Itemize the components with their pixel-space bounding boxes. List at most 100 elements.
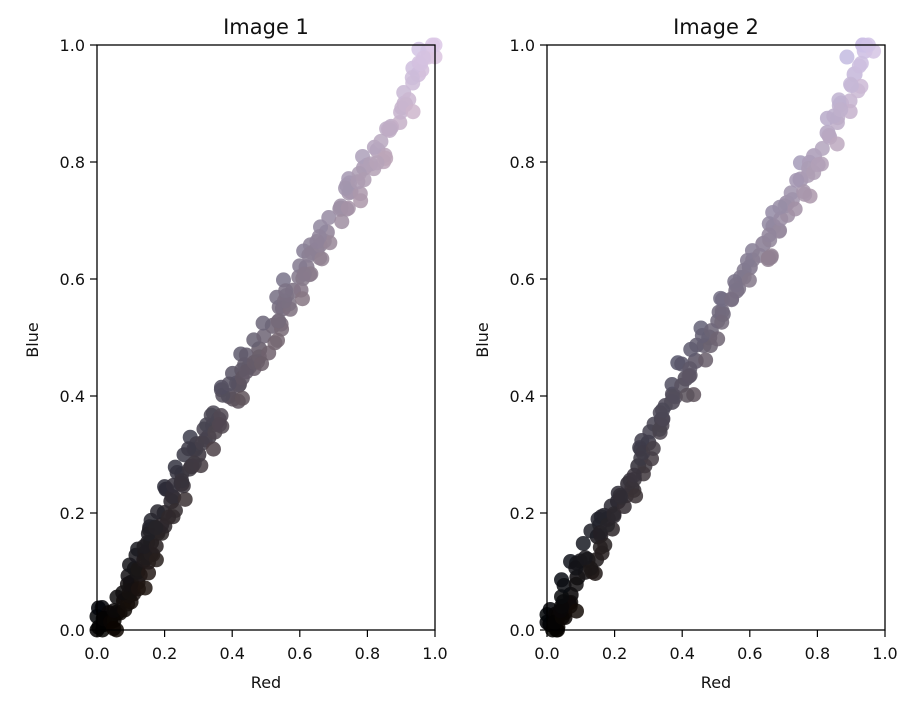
data-point <box>148 538 164 554</box>
x-tick-label: 0.6 <box>737 644 762 663</box>
chart-title: Image 1 <box>223 15 309 39</box>
data-point <box>760 250 776 266</box>
x-tick-label: 0.6 <box>287 644 312 663</box>
y-tick-label: 1.0 <box>510 36 535 55</box>
chart-title: Image 2 <box>673 15 759 39</box>
data-point <box>148 552 164 568</box>
data-point <box>612 488 628 504</box>
data-point <box>698 352 714 368</box>
data-point <box>556 577 572 593</box>
data-point <box>137 580 153 596</box>
data-point <box>839 49 855 65</box>
data-point <box>761 227 777 243</box>
x-tick-label: 0.8 <box>355 644 380 663</box>
data-point <box>205 441 221 457</box>
data-point <box>681 368 697 384</box>
data-point <box>597 537 613 553</box>
data-point <box>789 172 805 188</box>
data-point <box>356 172 372 188</box>
data-point <box>568 576 584 592</box>
data-point <box>772 199 788 215</box>
data-point <box>833 102 849 118</box>
y-tick-label: 0.4 <box>60 387 85 406</box>
x-axis-label: Red <box>251 673 281 692</box>
y-tick-label: 0.4 <box>510 387 535 406</box>
data-point <box>568 603 584 619</box>
x-tick-label: 0.2 <box>152 644 177 663</box>
y-axis-label: Blue <box>23 322 42 357</box>
x-tick-label: 0.0 <box>84 644 109 663</box>
data-point <box>728 277 744 293</box>
data-point <box>714 314 730 330</box>
y-tick-label: 0.8 <box>510 153 535 172</box>
x-tick-label: 0.8 <box>805 644 830 663</box>
data-point <box>234 390 250 406</box>
data-point <box>787 201 803 217</box>
data-point <box>710 331 726 347</box>
data-point <box>338 180 354 196</box>
data-point <box>645 441 661 457</box>
scatter-panel-1: Image 1 0.0 0.2 0.4 0.6 0.8 1.0 0.00.20.40.60… <box>23 15 448 692</box>
data-point <box>148 520 164 536</box>
data-point <box>373 133 389 149</box>
x-tick-label: 0.4 <box>669 644 694 663</box>
x-tick-label: 1.0 <box>422 644 447 663</box>
data-point <box>141 565 157 581</box>
y-axis-label: Blue <box>473 322 492 357</box>
scatter-panel-2: Image 2 0.0 0.2 0.4 0.6 0.8 1.0 0.00.20.40.60… <box>473 15 898 692</box>
data-point <box>575 535 591 551</box>
data-point <box>106 603 122 619</box>
scatter-points <box>539 37 882 638</box>
data-point <box>655 402 671 418</box>
data-point <box>177 491 193 507</box>
data-point <box>741 272 757 288</box>
x-axis-ticks: 0.0 0.2 0.4 0.6 0.8 1.0 <box>84 630 448 663</box>
data-point <box>211 417 227 433</box>
data-point <box>194 435 210 451</box>
data-point <box>853 55 869 71</box>
data-point <box>254 356 270 372</box>
data-point <box>186 455 202 471</box>
data-point <box>829 136 845 152</box>
data-point <box>714 303 730 319</box>
x-tick-label: 0.4 <box>219 644 244 663</box>
data-point <box>810 157 826 173</box>
y-tick-label: 0.2 <box>510 504 535 523</box>
x-axis-label: Red <box>701 673 731 692</box>
data-point <box>568 560 584 576</box>
data-point <box>270 332 286 348</box>
data-point <box>334 214 350 230</box>
y-tick-label: 0.6 <box>60 270 85 289</box>
data-point <box>106 621 122 637</box>
data-point <box>404 70 420 86</box>
data-point <box>164 488 180 504</box>
data-point <box>814 140 830 156</box>
data-point <box>314 251 330 267</box>
x-axis-ticks: 0.0 0.2 0.4 0.6 0.8 1.0 <box>534 630 898 663</box>
y-axis-ticks: 0.0 0.2 0.4 0.6 0.8 1.0 <box>510 36 547 640</box>
data-point <box>161 509 177 525</box>
plot-frame <box>546 44 886 631</box>
x-tick-label: 0.0 <box>534 644 559 663</box>
y-tick-label: 0.8 <box>60 153 85 172</box>
y-tick-label: 0.2 <box>60 504 85 523</box>
data-point <box>321 210 337 226</box>
data-point <box>181 441 197 457</box>
data-point <box>255 315 271 331</box>
data-point <box>416 50 432 66</box>
data-point <box>577 550 593 566</box>
y-tick-label: 0.0 <box>60 621 85 640</box>
data-point <box>278 283 294 299</box>
data-point <box>724 292 740 308</box>
x-tick-label: 1.0 <box>872 644 897 663</box>
plot-frame <box>96 44 436 631</box>
y-tick-label: 0.6 <box>510 270 535 289</box>
data-point <box>294 291 310 307</box>
data-point <box>628 488 644 504</box>
data-point <box>405 104 421 120</box>
data-point <box>174 473 190 489</box>
data-point <box>221 376 237 392</box>
y-axis-ticks: 0.0 0.2 0.4 0.6 0.8 1.0 <box>60 36 97 640</box>
data-point <box>136 538 152 554</box>
